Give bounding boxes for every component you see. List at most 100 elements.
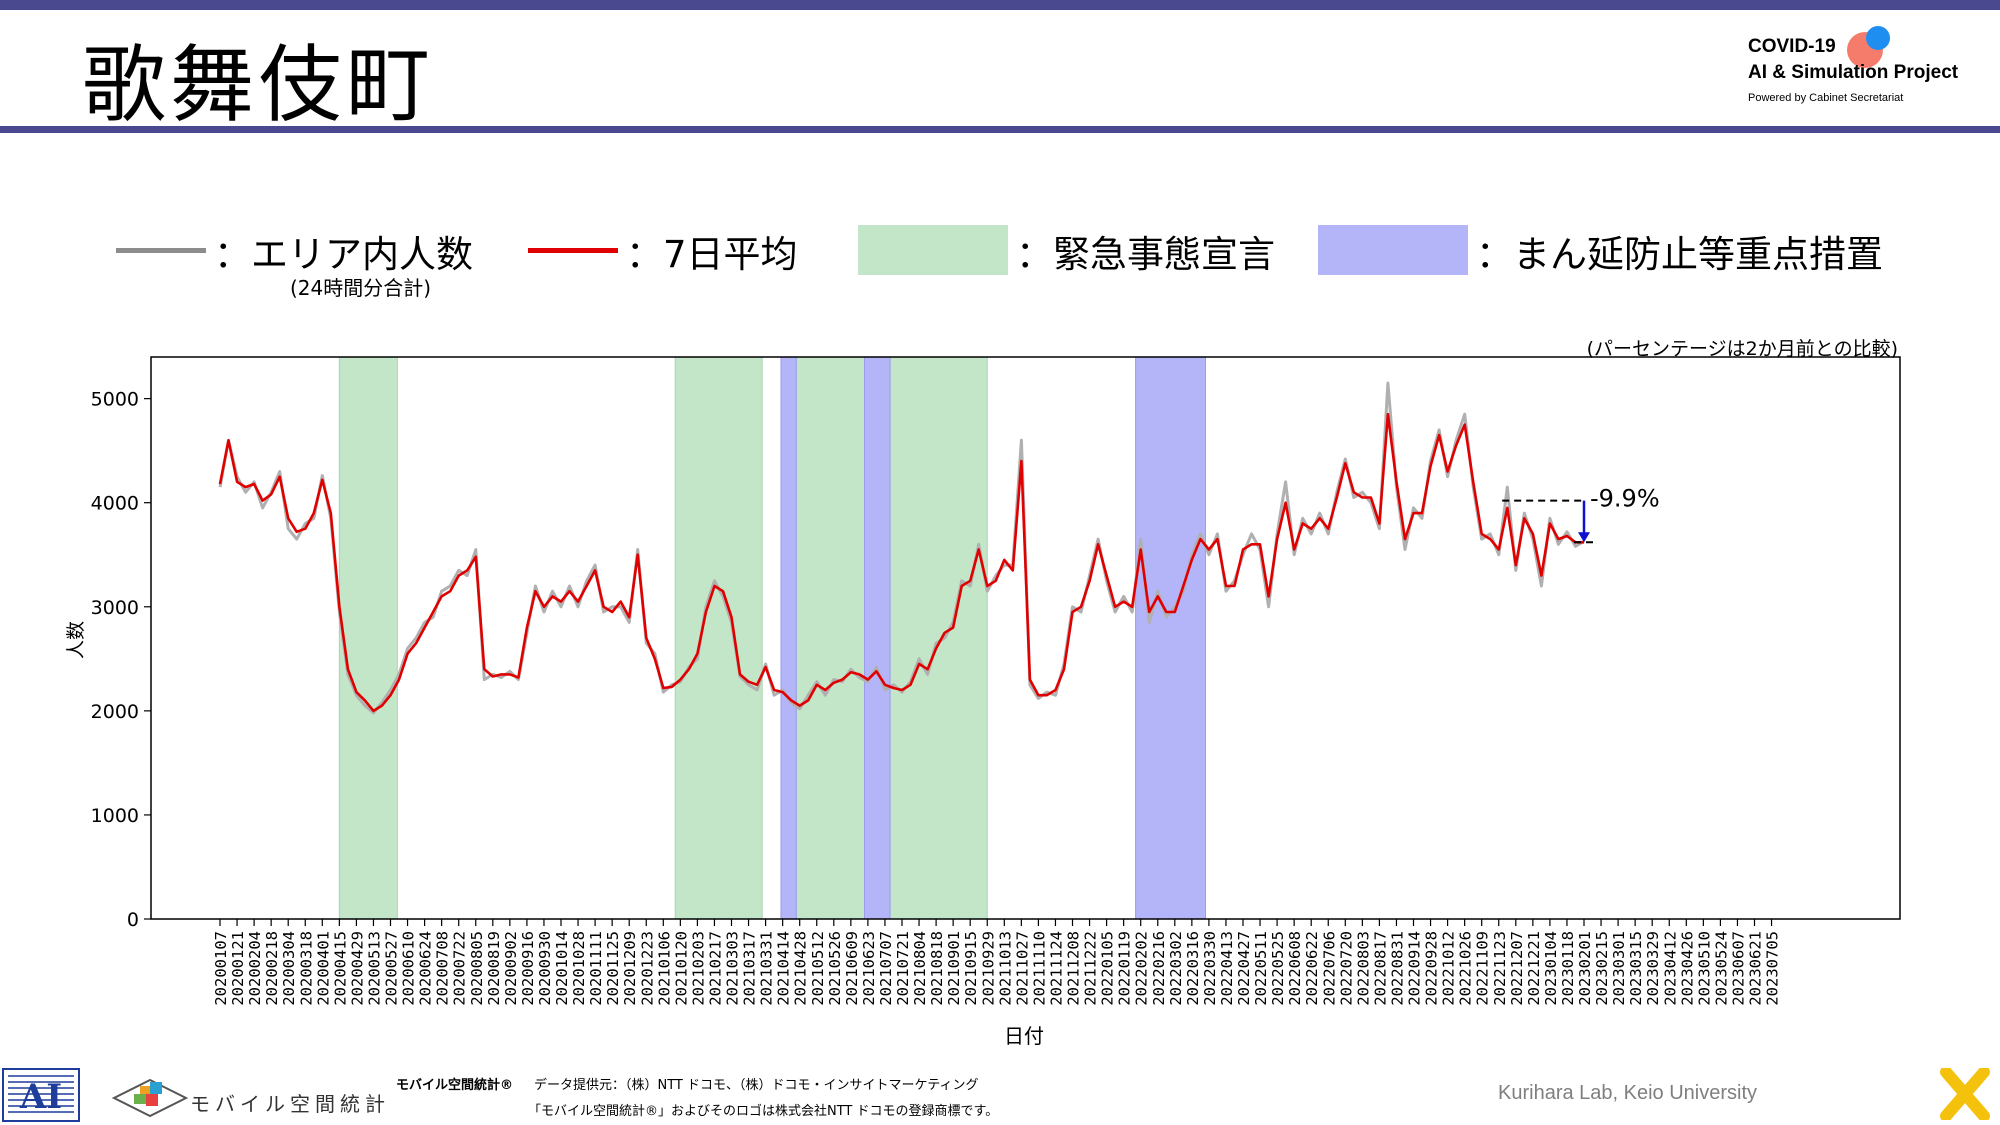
x-tick-label-14: 20200722	[451, 931, 469, 1006]
change-annotation: -9.9%	[1502, 485, 1660, 544]
logo-blue-dot-icon	[1866, 26, 1890, 50]
x-tick-label-59: 20220413	[1218, 931, 1236, 1006]
x-tick-label-78: 20230104	[1542, 931, 1560, 1006]
x-tick-label-90: 20230621	[1747, 931, 1765, 1006]
x-tick-label-22: 20201111	[587, 931, 605, 1006]
x-tick-label-46: 20211013	[996, 931, 1014, 1006]
y-axis: 0 1000 2000 3000 4000 5000	[91, 389, 151, 931]
x-tick-label-12: 20200624	[417, 931, 435, 1006]
x-tick-label-10: 20200527	[383, 931, 401, 1006]
x-tick-label-65: 20220706	[1320, 931, 1338, 1006]
priority-band-0	[780, 356, 797, 920]
x-axis: 20200107 20200121 20200204 20200218 20200304…	[212, 919, 1782, 1006]
x-tick-label-29: 20210217	[706, 931, 724, 1006]
mobile-stats-logo-text: モバイル空間統計	[190, 1092, 390, 1116]
mobile-stats-logo-icon	[111, 1078, 189, 1118]
x-tick-label-67: 20220803	[1354, 931, 1372, 1006]
x-tick-label-31: 20210317	[741, 931, 759, 1006]
x-tick-label-28: 20210203	[689, 931, 707, 1006]
x-tick-label-15: 20200805	[468, 931, 486, 1006]
project-logo: COVID-19 AI & Simulation Project Powered…	[1748, 24, 1988, 114]
legend-emergency-label: ：緊急事態宣言	[1016, 233, 1275, 276]
emergency-band-2	[795, 356, 865, 920]
x-tick-label-77: 20221221	[1525, 931, 1543, 1006]
x-tick-label-69: 20220831	[1388, 931, 1406, 1006]
x-tick-label-51: 20211222	[1082, 931, 1100, 1006]
x-tick-label-91: 20230705	[1764, 931, 1782, 1006]
emergency-band-1	[674, 356, 763, 920]
x-tick-label-37: 20210609	[843, 931, 861, 1006]
x-tick-label-63: 20220608	[1286, 931, 1304, 1006]
legend-area-sub: (24時間分合計)	[290, 276, 432, 300]
x-tick-label-73: 20221026	[1457, 931, 1475, 1006]
x-tick-label-42: 20210818	[928, 931, 946, 1006]
x-tick-label-11: 20200610	[400, 931, 418, 1006]
x-tick-label-36: 20210526	[826, 931, 844, 1006]
y-axis-label: 人数	[65, 621, 87, 659]
y-tick-label-2000: 2000	[91, 701, 139, 723]
x-tick-label-54: 20220202	[1133, 931, 1151, 1006]
legend-avg-swatch	[528, 248, 618, 253]
priority-band-1	[863, 356, 891, 920]
annotation-arrow-head	[1578, 532, 1590, 543]
header-bar-bottom	[0, 126, 2000, 133]
x-tick-label-79: 20230118	[1559, 931, 1577, 1006]
header-bar-top	[0, 0, 2000, 10]
x-tick-label-2: 20200204	[246, 931, 264, 1006]
x-tick-label-56: 20220302	[1167, 931, 1185, 1006]
x-tick-label-3: 20200218	[263, 931, 281, 1006]
x-tick-label-62: 20220525	[1269, 931, 1287, 1006]
keio-x-icon	[1940, 1068, 1990, 1120]
priority-band-2	[1135, 356, 1206, 920]
x-tick-label-66: 20220720	[1337, 931, 1355, 1006]
x-tick-label-4: 20200304	[280, 931, 298, 1006]
x-tick-label-34: 20210428	[792, 931, 810, 1006]
logo-line2: AI & Simulation Project	[1748, 62, 1959, 83]
x-tick-label-87: 20230510	[1695, 931, 1713, 1006]
plot-frame	[150, 356, 1901, 920]
legend-emergency-swatch	[858, 225, 1008, 275]
logo-line1: COVID-19	[1748, 36, 1836, 57]
x-tick-label-1: 20200121	[229, 931, 247, 1006]
x-tick-label-74: 20221109	[1474, 931, 1492, 1006]
x-tick-label-41: 20210804	[911, 931, 929, 1006]
x-tick-label-40: 20210721	[894, 931, 912, 1006]
x-tick-label-24: 20201209	[621, 931, 639, 1006]
x-tick-label-21: 20201028	[570, 931, 588, 1006]
x-tick-label-68: 20220817	[1371, 931, 1389, 1006]
legend-priority-label: ：まん延防止等重点措置	[1476, 233, 1883, 276]
x-tick-label-7: 20200415	[331, 931, 349, 1006]
series-lines	[218, 381, 1585, 715]
x-tick-label-72: 20221012	[1440, 931, 1458, 1006]
page-title: 歌舞伎町	[82, 36, 435, 134]
y-tick-label-5000: 5000	[91, 389, 139, 411]
x-tick-label-58: 20220330	[1201, 931, 1219, 1006]
series-avg-line	[218, 412, 1584, 713]
legend-priority-swatch	[1318, 225, 1468, 275]
x-tick-label-84: 20230329	[1644, 931, 1662, 1006]
x-tick-label-50: 20211208	[1065, 931, 1083, 1006]
x-tick-label-80: 20230201	[1576, 931, 1594, 1006]
x-tick-label-30: 20210303	[724, 931, 742, 1006]
x-tick-label-9: 20200513	[365, 931, 383, 1006]
x-tick-label-61: 20220511	[1252, 931, 1270, 1006]
period-bands	[338, 356, 1206, 920]
y-tick-label-3000: 3000	[91, 597, 139, 619]
line-chart: (パーセンテージは2か月前との比較) 0 1000 2000 3000 4000 5000…	[65, 338, 1901, 1048]
emergency-band-3	[889, 356, 988, 920]
x-tick-label-17: 20200902	[502, 931, 520, 1006]
trademark-notice: 「モバイル空間統計®」およびそのロゴは株式会社NTT ドコモの登録商標です。	[528, 1104, 999, 1119]
y-tick-label-4000: 4000	[91, 493, 139, 515]
x-tick-label-6: 20200401	[314, 931, 332, 1006]
x-tick-label-88: 20230524	[1712, 931, 1730, 1006]
lab-logo-icon: AI	[2, 1068, 80, 1122]
x-tick-label-43: 20210901	[945, 931, 963, 1006]
x-tick-label-86: 20230426	[1678, 931, 1696, 1006]
x-tick-label-48: 20211110	[1030, 931, 1048, 1006]
data-source: データ提供元：（株）NTT ドコモ、（株）ドコモ・インサイトマーケティング	[534, 1078, 979, 1093]
x-tick-label-5: 20200318	[297, 931, 315, 1006]
x-tick-label-27: 20210120	[672, 931, 690, 1006]
x-tick-label-25: 20201223	[638, 931, 656, 1006]
x-tick-label-35: 20210512	[809, 931, 827, 1006]
x-tick-label-16: 20200819	[485, 931, 503, 1006]
